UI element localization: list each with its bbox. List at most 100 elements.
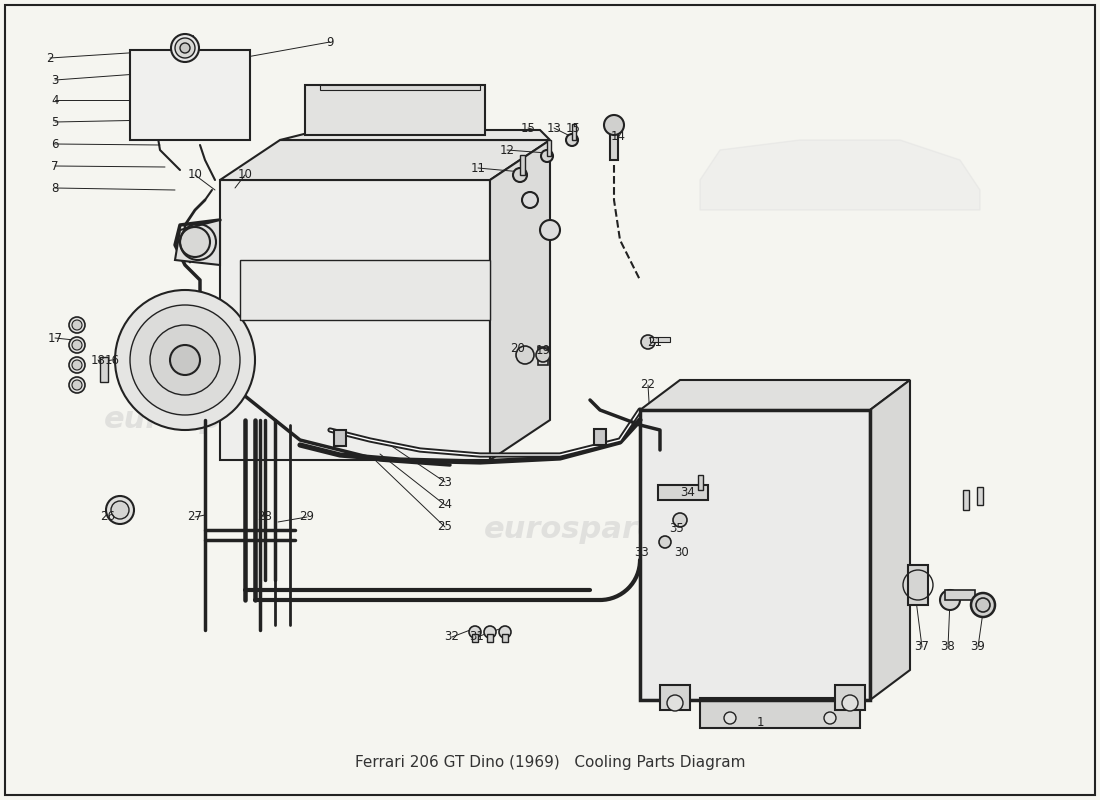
Bar (320, 85, 480, 90)
Bar (650, 337, 670, 342)
Circle shape (522, 192, 538, 208)
Circle shape (130, 305, 240, 415)
Polygon shape (220, 140, 550, 180)
Polygon shape (640, 380, 910, 410)
Bar (835, 685, 865, 710)
Circle shape (72, 320, 82, 330)
Bar (334, 430, 346, 446)
Bar (547, 140, 551, 156)
Text: 37: 37 (914, 641, 929, 654)
Circle shape (69, 337, 85, 353)
Polygon shape (240, 260, 490, 320)
Polygon shape (490, 140, 550, 460)
Text: 14: 14 (610, 130, 626, 143)
Circle shape (566, 134, 578, 146)
Text: 20: 20 (510, 342, 526, 354)
Text: 2: 2 (46, 51, 54, 65)
Bar (962, 490, 969, 510)
Text: 19: 19 (536, 343, 550, 357)
Bar (100, 357, 108, 382)
Polygon shape (700, 140, 980, 210)
Circle shape (604, 115, 624, 135)
Polygon shape (175, 220, 220, 265)
Text: 6: 6 (52, 138, 58, 150)
Circle shape (976, 598, 990, 612)
Text: 1: 1 (757, 715, 763, 729)
Text: 21: 21 (648, 335, 662, 349)
Circle shape (111, 501, 129, 519)
Text: 32: 32 (444, 630, 460, 643)
Circle shape (516, 346, 534, 364)
Circle shape (72, 380, 82, 390)
Text: 3: 3 (52, 74, 58, 86)
Text: 31: 31 (470, 630, 484, 643)
Circle shape (499, 626, 512, 638)
Bar (538, 347, 548, 365)
Text: 10: 10 (188, 169, 202, 182)
Text: 30: 30 (674, 546, 690, 558)
Text: 33: 33 (635, 546, 649, 558)
Bar (305, 85, 485, 135)
Circle shape (659, 536, 671, 548)
Circle shape (940, 590, 960, 610)
Circle shape (69, 377, 85, 393)
Circle shape (513, 168, 527, 182)
Circle shape (667, 695, 683, 711)
Text: 12: 12 (499, 143, 515, 157)
Circle shape (673, 513, 688, 527)
Text: 28: 28 (257, 510, 273, 523)
Circle shape (540, 220, 560, 240)
Circle shape (971, 593, 996, 617)
Bar (640, 410, 870, 700)
Bar (660, 685, 690, 710)
Text: 17: 17 (47, 331, 63, 345)
Text: 10: 10 (238, 169, 252, 182)
Bar (658, 485, 708, 500)
Bar (520, 155, 525, 175)
Text: 15: 15 (520, 122, 536, 134)
Circle shape (150, 325, 220, 395)
Text: 35: 35 (670, 522, 684, 534)
Text: 27: 27 (187, 510, 202, 523)
Bar (698, 475, 703, 490)
Circle shape (541, 150, 553, 162)
Text: 18: 18 (90, 354, 106, 366)
Text: Ferrari 206 GT Dino (1969)   Cooling Parts Diagram: Ferrari 206 GT Dino (1969) Cooling Parts… (354, 754, 746, 770)
Circle shape (170, 345, 200, 375)
Text: eurospares: eurospares (103, 406, 296, 434)
Circle shape (170, 34, 199, 62)
Circle shape (106, 496, 134, 524)
Circle shape (536, 348, 550, 362)
Text: 39: 39 (970, 641, 986, 654)
Circle shape (180, 43, 190, 53)
Circle shape (842, 695, 858, 711)
Text: 34: 34 (681, 486, 695, 498)
Bar (700, 698, 860, 728)
Polygon shape (640, 410, 870, 700)
Text: 25: 25 (438, 521, 452, 534)
Circle shape (72, 360, 82, 370)
Bar (130, 50, 250, 140)
Circle shape (175, 38, 195, 58)
Bar (502, 634, 508, 642)
Bar (945, 590, 975, 600)
Circle shape (641, 335, 654, 349)
Circle shape (469, 626, 481, 638)
Text: eurospares: eurospares (484, 515, 676, 545)
Text: 29: 29 (299, 510, 315, 523)
Circle shape (69, 317, 85, 333)
Text: 5: 5 (52, 115, 58, 129)
Bar (594, 429, 606, 445)
Text: 22: 22 (640, 378, 656, 391)
Text: 26: 26 (100, 510, 116, 523)
Circle shape (824, 712, 836, 724)
Text: 8: 8 (52, 182, 58, 194)
Circle shape (116, 290, 255, 430)
Bar (572, 124, 576, 140)
Polygon shape (220, 180, 490, 460)
Bar (487, 634, 493, 642)
Text: 7: 7 (52, 159, 58, 173)
Circle shape (484, 626, 496, 638)
Circle shape (72, 340, 82, 350)
Text: 16: 16 (104, 354, 120, 366)
